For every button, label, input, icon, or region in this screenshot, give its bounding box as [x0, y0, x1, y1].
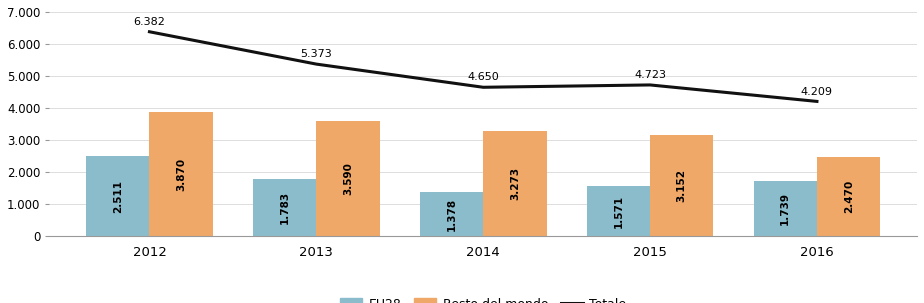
Bar — [253, 179, 316, 236]
Text: 2.470: 2.470 — [844, 180, 854, 213]
Bar — [419, 192, 483, 236]
Text: 4.650: 4.650 — [468, 72, 499, 82]
Text: 3.273: 3.273 — [510, 167, 520, 201]
Text: 1.739: 1.739 — [780, 192, 790, 225]
Bar — [650, 135, 713, 236]
Text: 4.723: 4.723 — [634, 70, 666, 80]
Bar — [817, 157, 881, 236]
Bar — [587, 186, 650, 236]
Bar — [86, 156, 150, 236]
Text: 3.590: 3.590 — [343, 162, 353, 195]
Bar — [316, 121, 380, 236]
Text: 2.511: 2.511 — [113, 180, 123, 213]
Bar — [483, 132, 547, 236]
Text: 1.783: 1.783 — [280, 191, 289, 224]
Bar — [754, 181, 817, 236]
Text: 1.378: 1.378 — [446, 198, 456, 231]
Text: 6.382: 6.382 — [134, 17, 165, 27]
Legend: EU28, Resto del mondo, Totale: EU28, Resto del mondo, Totale — [334, 292, 633, 303]
Text: 3.152: 3.152 — [676, 169, 687, 202]
Text: 3.870: 3.870 — [176, 158, 186, 191]
Text: 4.209: 4.209 — [801, 87, 833, 97]
Text: 1.571: 1.571 — [614, 195, 624, 228]
Text: 5.373: 5.373 — [300, 49, 333, 59]
Bar — [150, 112, 213, 236]
